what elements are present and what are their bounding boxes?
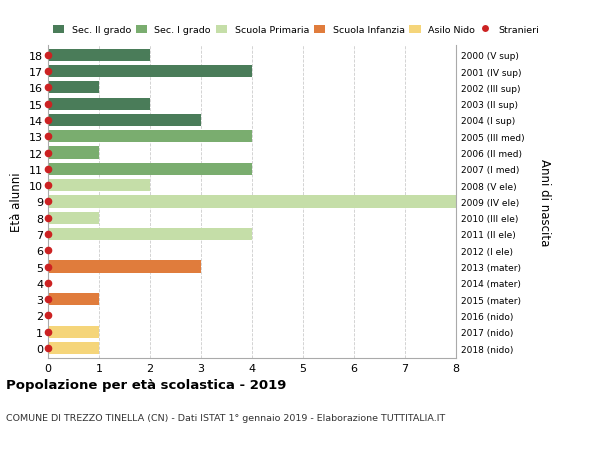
Bar [48, 163, 252, 175]
Text: Popolazione per età scolastica - 2019: Popolazione per età scolastica - 2019 [6, 379, 286, 392]
Bar [48, 179, 150, 192]
Bar [48, 229, 252, 241]
Bar [48, 66, 252, 78]
Bar [48, 147, 99, 159]
Bar [48, 98, 150, 111]
Bar [48, 326, 99, 338]
Y-axis label: Età alunni: Età alunni [10, 172, 23, 232]
Bar [48, 50, 150, 62]
Text: COMUNE DI TREZZO TINELLA (CN) - Dati ISTAT 1° gennaio 2019 - Elaborazione TUTTIT: COMUNE DI TREZZO TINELLA (CN) - Dati IST… [6, 413, 445, 422]
Bar [48, 115, 201, 127]
Y-axis label: Anni di nascita: Anni di nascita [538, 158, 551, 246]
Bar [48, 131, 252, 143]
Bar [48, 261, 201, 273]
Bar [48, 212, 99, 224]
Bar [48, 293, 99, 306]
Bar [48, 196, 456, 208]
Legend: Sec. II grado, Sec. I grado, Scuola Primaria, Scuola Infanzia, Asilo Nido, Stran: Sec. II grado, Sec. I grado, Scuola Prim… [53, 26, 539, 35]
Bar [48, 82, 99, 94]
Bar [48, 342, 99, 354]
